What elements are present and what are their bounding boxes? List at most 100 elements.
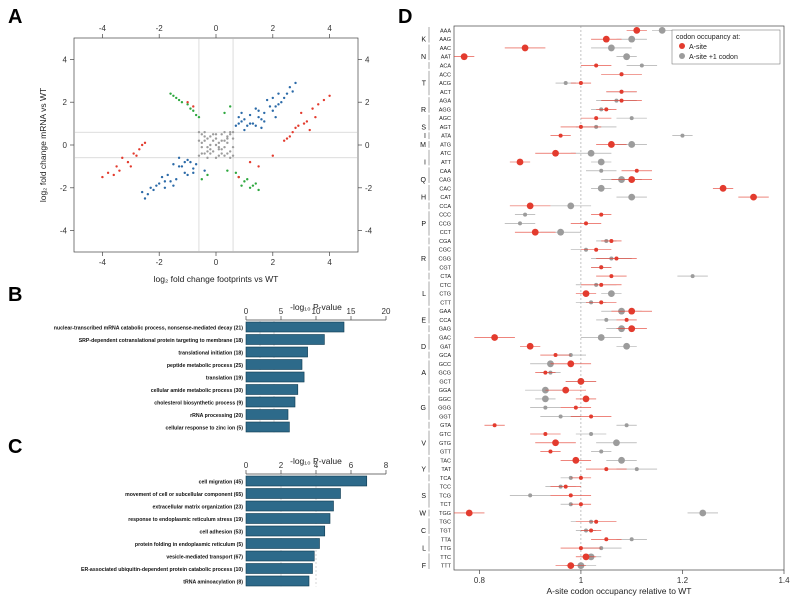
svg-text:GGA: GGA: [439, 388, 452, 394]
svg-text:CTC: CTC: [440, 283, 451, 289]
svg-text:-2: -2: [156, 24, 164, 33]
svg-text:G: G: [421, 405, 426, 412]
svg-text:rRNA processing (20): rRNA processing (20): [190, 413, 243, 419]
svg-text:A-site: A-site: [689, 44, 707, 51]
svg-text:CCA: CCA: [439, 318, 451, 324]
svg-text:F: F: [422, 563, 426, 570]
svg-text:A: A: [421, 370, 426, 377]
svg-text:A-site +1 codon: A-site +1 codon: [689, 54, 738, 61]
svg-text:TGC: TGC: [439, 520, 451, 526]
svg-text:CAG: CAG: [439, 178, 451, 184]
svg-text:0: 0: [244, 307, 249, 316]
svg-text:TCA: TCA: [440, 476, 451, 482]
svg-text:CAC: CAC: [439, 186, 451, 192]
svg-text:response to endoplasmic reticu: response to endoplasmic reticulum stress…: [128, 517, 243, 523]
svg-text:4: 4: [327, 258, 332, 267]
svg-text:T: T: [422, 81, 427, 88]
svg-text:GCA: GCA: [439, 353, 451, 359]
svg-text:1: 1: [579, 576, 584, 585]
svg-text:GGT: GGT: [439, 414, 452, 420]
svg-text:-2: -2: [365, 184, 373, 193]
svg-text:vesicle-mediated transport (67: vesicle-mediated transport (67): [166, 555, 243, 561]
svg-text:2: 2: [365, 98, 370, 107]
svg-text:2: 2: [63, 98, 68, 107]
svg-text:CGA: CGA: [439, 239, 451, 245]
svg-text:GAA: GAA: [439, 309, 451, 315]
svg-text:CTA: CTA: [440, 274, 451, 280]
svg-text:0: 0: [365, 141, 370, 150]
svg-text:TCG: TCG: [439, 493, 451, 499]
svg-text:AGG: AGG: [439, 107, 451, 113]
svg-text:ACT: ACT: [440, 90, 452, 96]
svg-text:CAT: CAT: [440, 195, 451, 201]
svg-text:C: C: [421, 528, 426, 535]
svg-text:AGT: AGT: [440, 125, 452, 131]
svg-text:CCT: CCT: [440, 230, 452, 236]
svg-text:-log₁₀ P-value: -log₁₀ P-value: [290, 456, 342, 466]
svg-text:ACG: ACG: [439, 81, 451, 87]
svg-text:W: W: [419, 510, 426, 517]
svg-text:cellular response to zinc ion: cellular response to zinc ion (5): [165, 426, 243, 432]
svg-text:GAT: GAT: [440, 344, 452, 350]
svg-text:Y: Y: [421, 467, 426, 474]
svg-text:translation (19): translation (19): [206, 376, 243, 382]
svg-text:-4: -4: [99, 24, 107, 33]
svg-text:log₂ fold change mRNA vs WT: log₂ fold change mRNA vs WT: [38, 88, 48, 202]
svg-text:5: 5: [279, 307, 284, 316]
svg-text:ACC: ACC: [439, 72, 451, 78]
svg-text:extracellular matrix organizat: extracellular matrix organization (23): [152, 505, 243, 511]
panel-d-label: D: [398, 6, 412, 29]
svg-text:S: S: [421, 493, 426, 500]
svg-text:GTC: GTC: [439, 432, 451, 438]
svg-text:GCT: GCT: [439, 379, 451, 385]
svg-text:8: 8: [384, 461, 389, 470]
svg-text:L: L: [422, 546, 426, 553]
svg-text:TCT: TCT: [440, 502, 451, 508]
svg-text:R: R: [421, 107, 426, 114]
svg-text:-4: -4: [365, 227, 373, 236]
svg-text:CGC: CGC: [439, 248, 451, 254]
bar-chart-b: 05101520-log₁₀ P-valuenuclear-transcribe…: [30, 300, 396, 434]
panel-a-label: A: [8, 6, 22, 29]
svg-text:-4: -4: [60, 227, 68, 236]
svg-text:TTA: TTA: [441, 537, 451, 543]
svg-text:K: K: [421, 37, 426, 44]
svg-text:-log₁₀ P-value: -log₁₀ P-value: [290, 302, 342, 312]
codon-dot-plot: 0.811.21.4A-site codon occupancy relativ…: [414, 20, 790, 596]
svg-text:4: 4: [63, 55, 68, 64]
panel-c-label: C: [8, 436, 22, 459]
svg-text:TAC: TAC: [440, 458, 451, 464]
svg-text:TGT: TGT: [440, 529, 452, 535]
svg-text:2: 2: [279, 461, 284, 470]
svg-text:CCG: CCG: [439, 221, 451, 227]
svg-text:GAG: GAG: [439, 327, 451, 333]
svg-text:CAA: CAA: [440, 169, 452, 175]
svg-text:TAT: TAT: [441, 467, 451, 473]
svg-text:AGA: AGA: [439, 99, 451, 105]
svg-text:GAC: GAC: [439, 335, 451, 341]
svg-text:V: V: [421, 440, 426, 447]
svg-text:AAT: AAT: [441, 55, 452, 61]
svg-text:CCC: CCC: [439, 213, 451, 219]
svg-text:1.4: 1.4: [778, 576, 790, 585]
svg-text:ACA: ACA: [440, 63, 452, 69]
svg-text:cholesterol biosynthetic proce: cholesterol biosynthetic process (9): [154, 401, 243, 407]
svg-text:CGT: CGT: [439, 265, 451, 271]
svg-text:AAG: AAG: [439, 37, 451, 43]
svg-text:-4: -4: [99, 258, 107, 267]
svg-text:GGC: GGC: [438, 397, 451, 403]
svg-text:GCC: GCC: [439, 362, 451, 368]
svg-text:SRP-dependent cotranslational: SRP-dependent cotranslational protein ta…: [79, 338, 244, 344]
svg-text:CCA: CCA: [439, 204, 451, 210]
svg-text:4: 4: [365, 55, 370, 64]
svg-text:CTT: CTT: [440, 300, 451, 306]
svg-text:AAC: AAC: [440, 46, 451, 52]
svg-text:I: I: [424, 160, 426, 167]
svg-text:15: 15: [347, 307, 356, 316]
svg-text:cell migration (45): cell migration (45): [199, 480, 244, 486]
svg-text:ATC: ATC: [440, 151, 451, 157]
svg-text:S: S: [421, 124, 426, 131]
svg-text:6: 6: [349, 461, 354, 470]
svg-text:Q: Q: [421, 177, 427, 184]
svg-text:GTG: GTG: [439, 441, 451, 447]
